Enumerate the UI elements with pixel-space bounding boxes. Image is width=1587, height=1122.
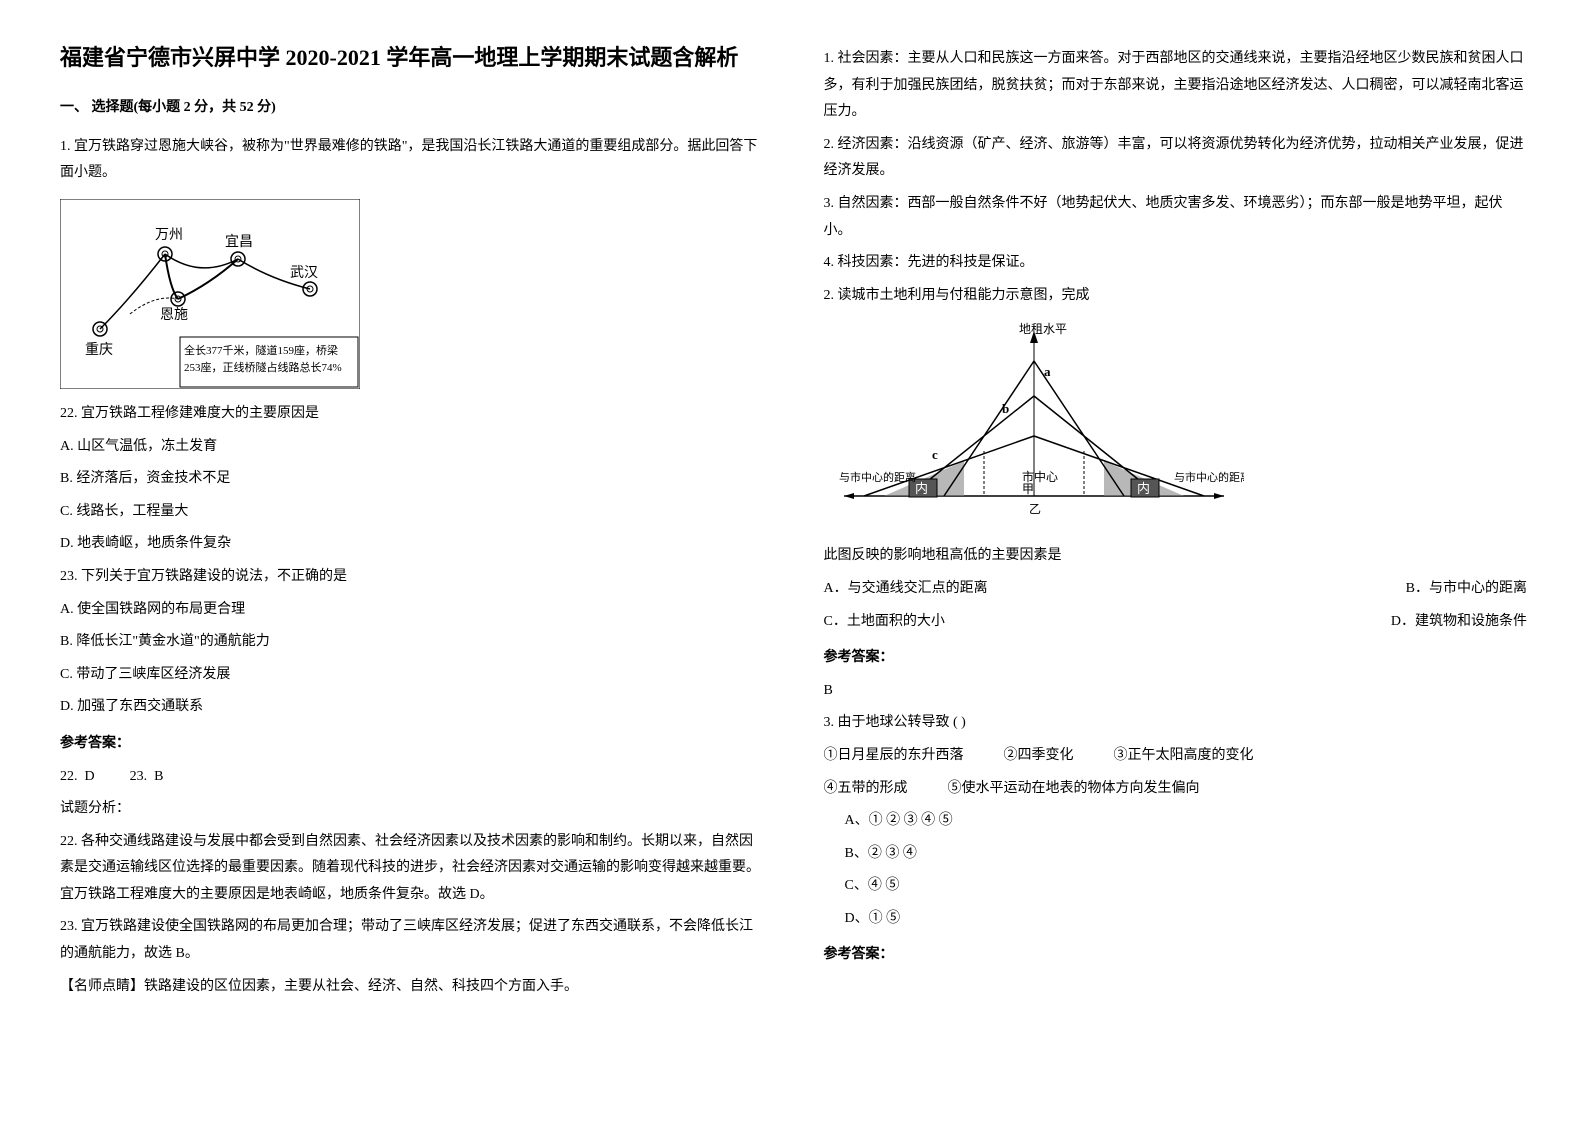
- svg-text:内: 内: [915, 481, 928, 496]
- page-title: 福建省宁德市兴屏中学 2020-2021 学年高一地理上学期期末试题含解析: [60, 40, 764, 75]
- svg-text:内: 内: [1137, 481, 1150, 496]
- q1-sub22: 22. 宜万铁路工程修建难度大的主要原因是: [60, 401, 764, 428]
- q1-map: 万州 宜昌 武汉 恩施 重庆 全长377千米，隧道159座，桥梁 253座，正线…: [60, 199, 360, 389]
- q2-answer-label: 参考答案：: [824, 645, 1528, 672]
- q1-23-opt-c: C. 带动了三峡库区经济发展: [60, 662, 764, 689]
- svg-text:地租水平: 地租水平: [1019, 322, 1067, 336]
- svg-text:甲: 甲: [1022, 482, 1034, 496]
- q3-opt-d: D、① ⑤: [824, 906, 1528, 933]
- q1-analysis-23: 23. 宜万铁路建设使全国铁路网的布局更加合理；带动了三峡库区经济发展；促进了东…: [60, 914, 764, 967]
- svg-text:与市中心的距离: 与市中心的距离: [1174, 470, 1244, 484]
- q2-stem: 2. 读城市土地利用与付租能力示意图，完成: [824, 283, 1528, 310]
- q3-opt-a: A、① ② ③ ④ ⑤: [824, 808, 1528, 835]
- q1-analysis-label: 试题分析：: [60, 796, 764, 823]
- svg-text:乙: 乙: [1029, 502, 1041, 516]
- q1-analysis-22: 22. 各种交通线路建设与发展中都会受到自然因素、社会经济因素以及技术因素的影响…: [60, 829, 764, 909]
- note-3: 3. 自然因素：西部一般自然条件不好（地势起伏大、地质灾害多发、环境恶劣）；而东…: [824, 191, 1528, 244]
- svg-text:c: c: [932, 447, 938, 462]
- q3-item-1: ①日月星辰的东升西落: [824, 743, 964, 770]
- svg-text:恩施: 恩施: [160, 307, 188, 323]
- q3-item-3: ③正午太阳高度的变化: [1114, 743, 1254, 770]
- svg-text:武汉: 武汉: [290, 265, 318, 281]
- q1-23-opt-b: B. 降低长江"黄金水道"的通航能力: [60, 629, 764, 656]
- q1-22-opt-c: C. 线路长，工程量大: [60, 499, 764, 526]
- q2-chart: 地租水平 a b c 市中心 甲 乙 内: [824, 321, 1244, 531]
- q1-22-opt-b: B. 经济落后，资金技术不足: [60, 466, 764, 493]
- q2-opts-row2: C．土地面积的大小 D．建筑物和设施条件: [824, 609, 1528, 636]
- q1-23-opt-d: D. 加强了东西交通联系: [60, 694, 764, 721]
- svg-text:全长377千米，隧道159座，桥梁: 全长377千米，隧道159座，桥梁: [184, 343, 338, 357]
- q3-items-row1: ①日月星辰的东升西落 ②四季变化 ③正午太阳高度的变化: [824, 743, 1528, 770]
- q1-sub23: 23. 下列关于宜万铁路建设的说法，不正确的是: [60, 564, 764, 591]
- q1-sub23-options: A. 使全国铁路网的布局更合理 B. 降低长江"黄金水道"的通航能力 C. 带动…: [60, 597, 764, 721]
- q2-opt-c: C．土地面积的大小: [824, 609, 945, 636]
- q1-answer-label: 参考答案：: [60, 731, 764, 758]
- svg-text:b: b: [1002, 401, 1009, 416]
- right-column: 1. 社会因素：主要从人口和民族这一方面来答。对于西部地区的交通线来说，主要指沿…: [824, 40, 1528, 1006]
- q2-opt-a: A．与交通线交汇点的距离: [824, 576, 988, 603]
- q1-stem: 1. 宜万铁路穿过恩施大峡谷，被称为"世界最难修的铁路"，是我国沿长江铁路大通道…: [60, 134, 764, 187]
- q3-items-row2: ④五带的形成 ⑤使水平运动在地表的物体方向发生偏向: [824, 776, 1528, 803]
- note-2: 2. 经济因素：沿线资源（矿产、经济、旅游等）丰富，可以将资源优势转化为经济优势…: [824, 132, 1528, 185]
- left-column: 福建省宁德市兴屏中学 2020-2021 学年高一地理上学期期末试题含解析 一、…: [60, 40, 764, 1006]
- q3-stem: 3. 由于地球公转导致 ( ): [824, 710, 1528, 737]
- q3-opt-c: C、④ ⑤: [824, 873, 1528, 900]
- svg-text:253座，正线桥隧占线路总长74%: 253座，正线桥隧占线路总长74%: [184, 360, 342, 374]
- q1-22-opt-a: A. 山区气温低，冻土发育: [60, 434, 764, 461]
- svg-text:重庆: 重庆: [85, 342, 113, 358]
- q1-23-opt-a: A. 使全国铁路网的布局更合理: [60, 597, 764, 624]
- q3-item-5: ⑤使水平运动在地表的物体方向发生偏向: [948, 776, 1200, 803]
- q3-answer-label: 参考答案：: [824, 942, 1528, 969]
- q1-answers: 22. D 23. B: [60, 764, 764, 791]
- q3-item-2: ②四季变化: [1004, 743, 1074, 770]
- q2-answer: B: [824, 678, 1528, 705]
- q1-22-opt-d: D. 地表崎岖，地质条件复杂: [60, 531, 764, 558]
- q2-opt-d: D．建筑物和设施条件: [1391, 609, 1527, 636]
- svg-text:a: a: [1044, 364, 1051, 379]
- q2-opt-b: B．与市中心的距离: [1406, 576, 1527, 603]
- q1-tip: 【名师点睛】铁路建设的区位因素，主要从社会、经济、自然、科技四个方面入手。: [60, 974, 764, 1001]
- note-4: 4. 科技因素：先进的科技是保证。: [824, 250, 1528, 277]
- svg-text:与市中心的距离: 与市中心的距离: [839, 470, 916, 484]
- note-1: 1. 社会因素：主要从人口和民族这一方面来答。对于西部地区的交通线来说，主要指沿…: [824, 46, 1528, 126]
- svg-text:宜昌: 宜昌: [225, 234, 253, 250]
- q1-sub22-options: A. 山区气温低，冻土发育 B. 经济落后，资金技术不足 C. 线路长，工程量大…: [60, 434, 764, 558]
- q3-options: A、① ② ③ ④ ⑤ B、② ③ ④ C、④ ⑤ D、① ⑤: [824, 808, 1528, 932]
- q3-item-4: ④五带的形成: [824, 776, 908, 803]
- q3-opt-b: B、② ③ ④: [824, 841, 1528, 868]
- svg-text:万州: 万州: [155, 228, 183, 243]
- section-1-header: 一、 选择题(每小题 2 分，共 52 分): [60, 95, 764, 122]
- q2-opts-row1: A．与交通线交汇点的距离 B．与市中心的距离: [824, 576, 1528, 603]
- q2-question: 此图反映的影响地租高低的主要因素是: [824, 543, 1528, 570]
